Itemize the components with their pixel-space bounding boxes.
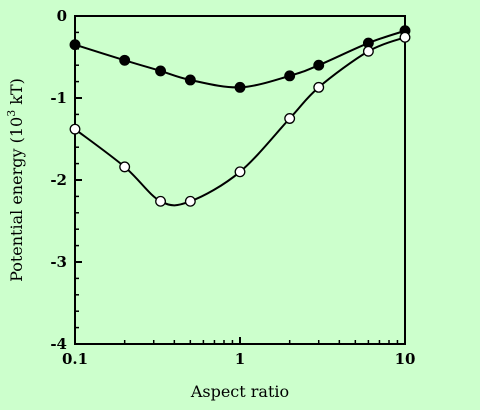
series-1-point [313,59,325,71]
y-tick-label: -3 [50,253,67,271]
data-points [69,25,411,207]
axis-tick-labels: 0.1 1 10 0 -1 -2 -3 -4 [50,7,415,368]
series-2-point [184,195,196,207]
x-tick-label: 0.1 [62,350,88,368]
y-axis-label-exponent: 3 [5,110,18,117]
series-2-point [234,166,246,178]
series-1-point [119,54,131,66]
y-axis-label: Potential energy (103 kT) [5,78,26,282]
series-1-point [234,81,246,93]
y-axis-label-unit: kT) [7,78,26,110]
x-axis-label: Aspect ratio [190,382,289,401]
series-2-point [313,81,325,93]
series-1-point [155,65,167,77]
series-2-point [119,161,131,173]
series-1-point [184,74,196,86]
series-2-point [399,31,411,43]
y-tick-label: -1 [50,89,67,107]
series-2-point [362,45,374,57]
y-tick-label: -4 [50,335,67,353]
series-2-point [155,195,167,207]
y-axis-label-text: Potential energy (10 [7,117,26,282]
x-tick-label: 1 [235,350,245,368]
series-2-point [69,123,81,135]
series-1-point [284,70,296,82]
y-tick-label: 0 [57,7,67,25]
y-tick-label: -2 [50,171,67,189]
x-tick-label: 10 [395,350,416,368]
series-2-point [284,113,296,124]
series-1-point [69,39,81,51]
axis-ticks [74,15,406,345]
